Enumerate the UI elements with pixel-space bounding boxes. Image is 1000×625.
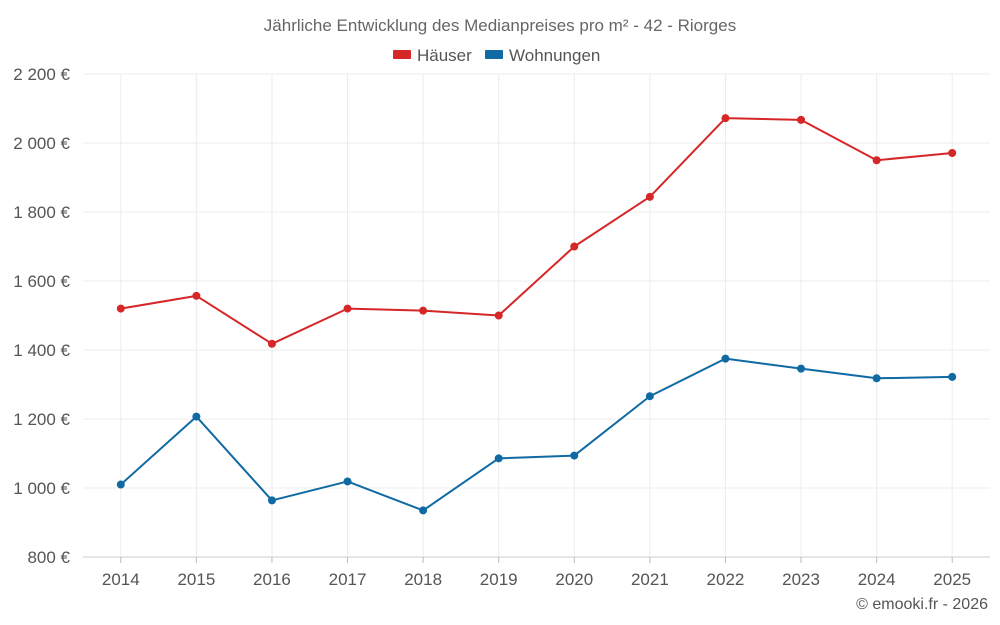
series-line-wohnungen [120, 357, 953, 512]
x-tick-label: 2019 [480, 570, 518, 589]
series-layer [116, 114, 957, 515]
y-tick-label: 1 800 € [13, 203, 70, 222]
x-tick-label: 2015 [177, 570, 215, 589]
x-tick-label: 2016 [253, 570, 291, 589]
x-tick-label: 2018 [404, 570, 442, 589]
y-tick-label: 1 600 € [13, 272, 70, 291]
y-tick-label: 1 200 € [13, 410, 70, 429]
y-axis: 800 € 1 000 € 1 200 € 1 400 € 1 600 € 1 800 €… [13, 65, 70, 567]
data-point-wohnungen[interactable] [419, 506, 428, 515]
y-tick-label: 800 € [27, 548, 70, 567]
series-line-huser [120, 117, 953, 345]
x-tick-label: 2024 [858, 570, 896, 589]
legend-item-haeuser[interactable]: Häuser [393, 46, 472, 65]
data-point-huser[interactable] [570, 242, 579, 251]
x-tick-label: 2020 [555, 570, 593, 589]
data-point-huser[interactable] [267, 339, 276, 348]
data-point-huser[interactable] [872, 156, 881, 165]
data-point-wohnungen[interactable] [494, 454, 503, 463]
y-tick-label: 1 400 € [13, 341, 70, 360]
legend: Häuser Wohnungen [393, 46, 600, 65]
data-point-wohnungen[interactable] [645, 392, 654, 401]
x-tick-label: 2014 [102, 570, 140, 589]
x-tick-label: 2025 [933, 570, 971, 589]
chart-title: Jährliche Entwicklung des Medianpreises … [264, 16, 736, 35]
data-point-wohnungen[interactable] [116, 480, 125, 489]
data-point-wohnungen[interactable] [192, 412, 201, 421]
y-tick-label: 2 000 € [13, 134, 70, 153]
legend-label-wohnungen: Wohnungen [509, 46, 600, 65]
legend-swatch-haeuser [393, 50, 411, 59]
credit-text: © emooki.fr - 2026 [856, 596, 988, 613]
legend-item-wohnungen[interactable]: Wohnungen [485, 46, 600, 65]
data-point-wohnungen[interactable] [872, 374, 881, 383]
data-point-huser[interactable] [948, 149, 957, 158]
data-point-huser[interactable] [721, 114, 730, 123]
data-point-huser[interactable] [797, 115, 806, 124]
data-point-huser[interactable] [116, 304, 125, 313]
data-point-wohnungen[interactable] [948, 372, 957, 381]
x-axis: 2014 2015 2016 2017 2018 2019 2020 2021 2022 2023… [102, 557, 971, 589]
y-tick-label: 1 000 € [13, 479, 70, 498]
data-point-huser[interactable] [494, 311, 503, 320]
x-tick-label: 2021 [631, 570, 669, 589]
legend-label-haeuser: Häuser [417, 46, 472, 65]
data-point-wohnungen[interactable] [570, 451, 579, 460]
legend-swatch-wohnungen [485, 50, 503, 59]
grid [83, 73, 990, 558]
data-point-wohnungen[interactable] [721, 354, 730, 363]
x-tick-label: 2017 [329, 570, 367, 589]
x-tick-label: 2023 [782, 570, 820, 589]
data-point-huser[interactable] [343, 304, 352, 313]
data-point-wohnungen[interactable] [797, 364, 806, 373]
data-point-huser[interactable] [419, 306, 428, 315]
data-point-wohnungen[interactable] [267, 496, 276, 505]
x-tick-label: 2022 [707, 570, 745, 589]
data-point-wohnungen[interactable] [343, 477, 352, 486]
data-point-huser[interactable] [645, 192, 654, 201]
data-point-huser[interactable] [192, 291, 201, 300]
y-tick-label: 2 200 € [13, 65, 70, 84]
